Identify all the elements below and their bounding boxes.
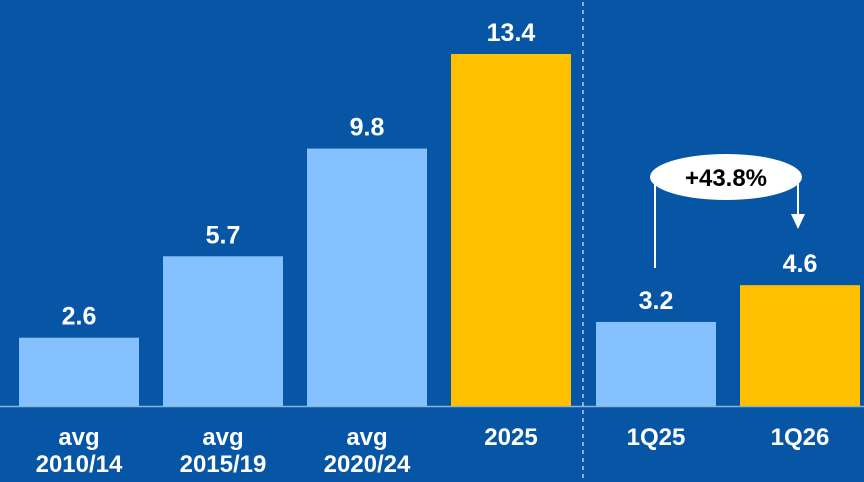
x-tick-label: 1Q25 bbox=[627, 424, 686, 451]
data-label: 2.6 bbox=[62, 303, 97, 331]
x-tick-label: avg bbox=[58, 424, 99, 451]
data-label: 5.7 bbox=[206, 221, 241, 249]
x-tick-label: 2015/19 bbox=[180, 451, 267, 478]
x-tick-label: 2025 bbox=[484, 424, 537, 451]
data-label: 13.4 bbox=[487, 19, 536, 47]
bar-2025 bbox=[451, 54, 571, 406]
growth-label: +43.8% bbox=[685, 165, 767, 192]
bar-1Q26 bbox=[740, 285, 860, 406]
x-tick-label: avg bbox=[346, 424, 387, 451]
data-label: 4.6 bbox=[783, 250, 818, 278]
growth-bubble bbox=[650, 154, 802, 200]
bar-avg-2010-14 bbox=[19, 337, 139, 406]
bar-avg-2015-19 bbox=[163, 256, 283, 406]
arrow-head-icon bbox=[791, 214, 805, 229]
data-label: 9.8 bbox=[350, 114, 385, 142]
x-tick-label: avg bbox=[202, 424, 243, 451]
data-label: 3.2 bbox=[639, 287, 674, 315]
bar-1Q25 bbox=[596, 321, 716, 406]
bar-avg-2020-24 bbox=[307, 148, 427, 406]
x-tick-label: 2010/14 bbox=[36, 451, 123, 478]
x-tick-label: 1Q26 bbox=[771, 424, 830, 451]
x-tick-label: 2020/24 bbox=[324, 451, 411, 478]
